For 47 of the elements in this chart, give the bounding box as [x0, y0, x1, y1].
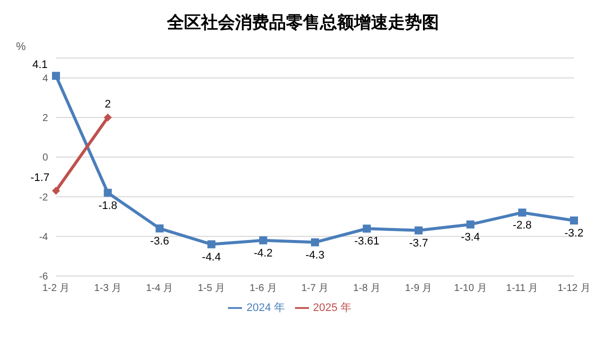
point	[518, 208, 526, 217]
data-label: -4.2	[254, 247, 273, 260]
point	[259, 236, 268, 244]
point	[52, 72, 60, 80]
y-tick-label: 2	[42, 113, 48, 124]
y-axis-title: %	[16, 40, 26, 53]
x-tick-label: 1-8 月	[353, 283, 380, 294]
data-label: -1.8	[98, 200, 118, 212]
data-label: -3.61	[354, 236, 380, 248]
x-tick-label: 1-6 月	[250, 283, 277, 294]
point	[414, 226, 423, 234]
x-tick-label: 1-9 月	[404, 283, 432, 294]
data-label: -3.2	[564, 228, 584, 240]
data-label: -4.3	[306, 249, 324, 262]
y-tick-label: -4	[39, 232, 48, 243]
y-tick-label: 0	[42, 152, 48, 164]
data-label: -3.6	[150, 235, 170, 248]
point	[466, 220, 474, 228]
x-tick-label: 1-10 月	[454, 283, 487, 294]
data-label: -4.4	[202, 251, 221, 264]
x-tick-label: 1-11 月	[506, 283, 538, 294]
point	[570, 216, 578, 225]
point	[207, 240, 216, 248]
y-tick-label: -6	[39, 272, 48, 283]
data-label: -2.8	[512, 220, 532, 232]
x-tick-label: 1-4 月	[146, 283, 174, 294]
data-label: 4.1	[32, 58, 48, 71]
point	[52, 186, 60, 195]
point	[104, 113, 112, 122]
point	[362, 224, 371, 233]
x-tick-label: 1-7 月	[301, 283, 329, 294]
y-tick-label: 4	[42, 73, 48, 84]
point	[311, 238, 319, 246]
data-label: -3.4	[460, 231, 480, 244]
legend-label: 2024 年	[246, 302, 285, 314]
x-tick-label: 1-12 月	[558, 283, 590, 294]
x-tick-label: 1-3 月	[94, 283, 122, 294]
point	[156, 224, 164, 232]
data-label: 2	[104, 98, 111, 110]
point	[104, 188, 112, 197]
y-tick-label: -2	[39, 192, 48, 204]
chart-title: 全区社会消费品零售总额增速走势图	[166, 12, 440, 34]
x-tick-label: 1-2 月	[42, 283, 70, 294]
x-tick-label: 1-5 月	[198, 283, 226, 294]
data-label: -3.7	[409, 237, 428, 250]
legend-label: 2025 年	[313, 302, 352, 314]
data-label: -1.7	[30, 172, 50, 184]
